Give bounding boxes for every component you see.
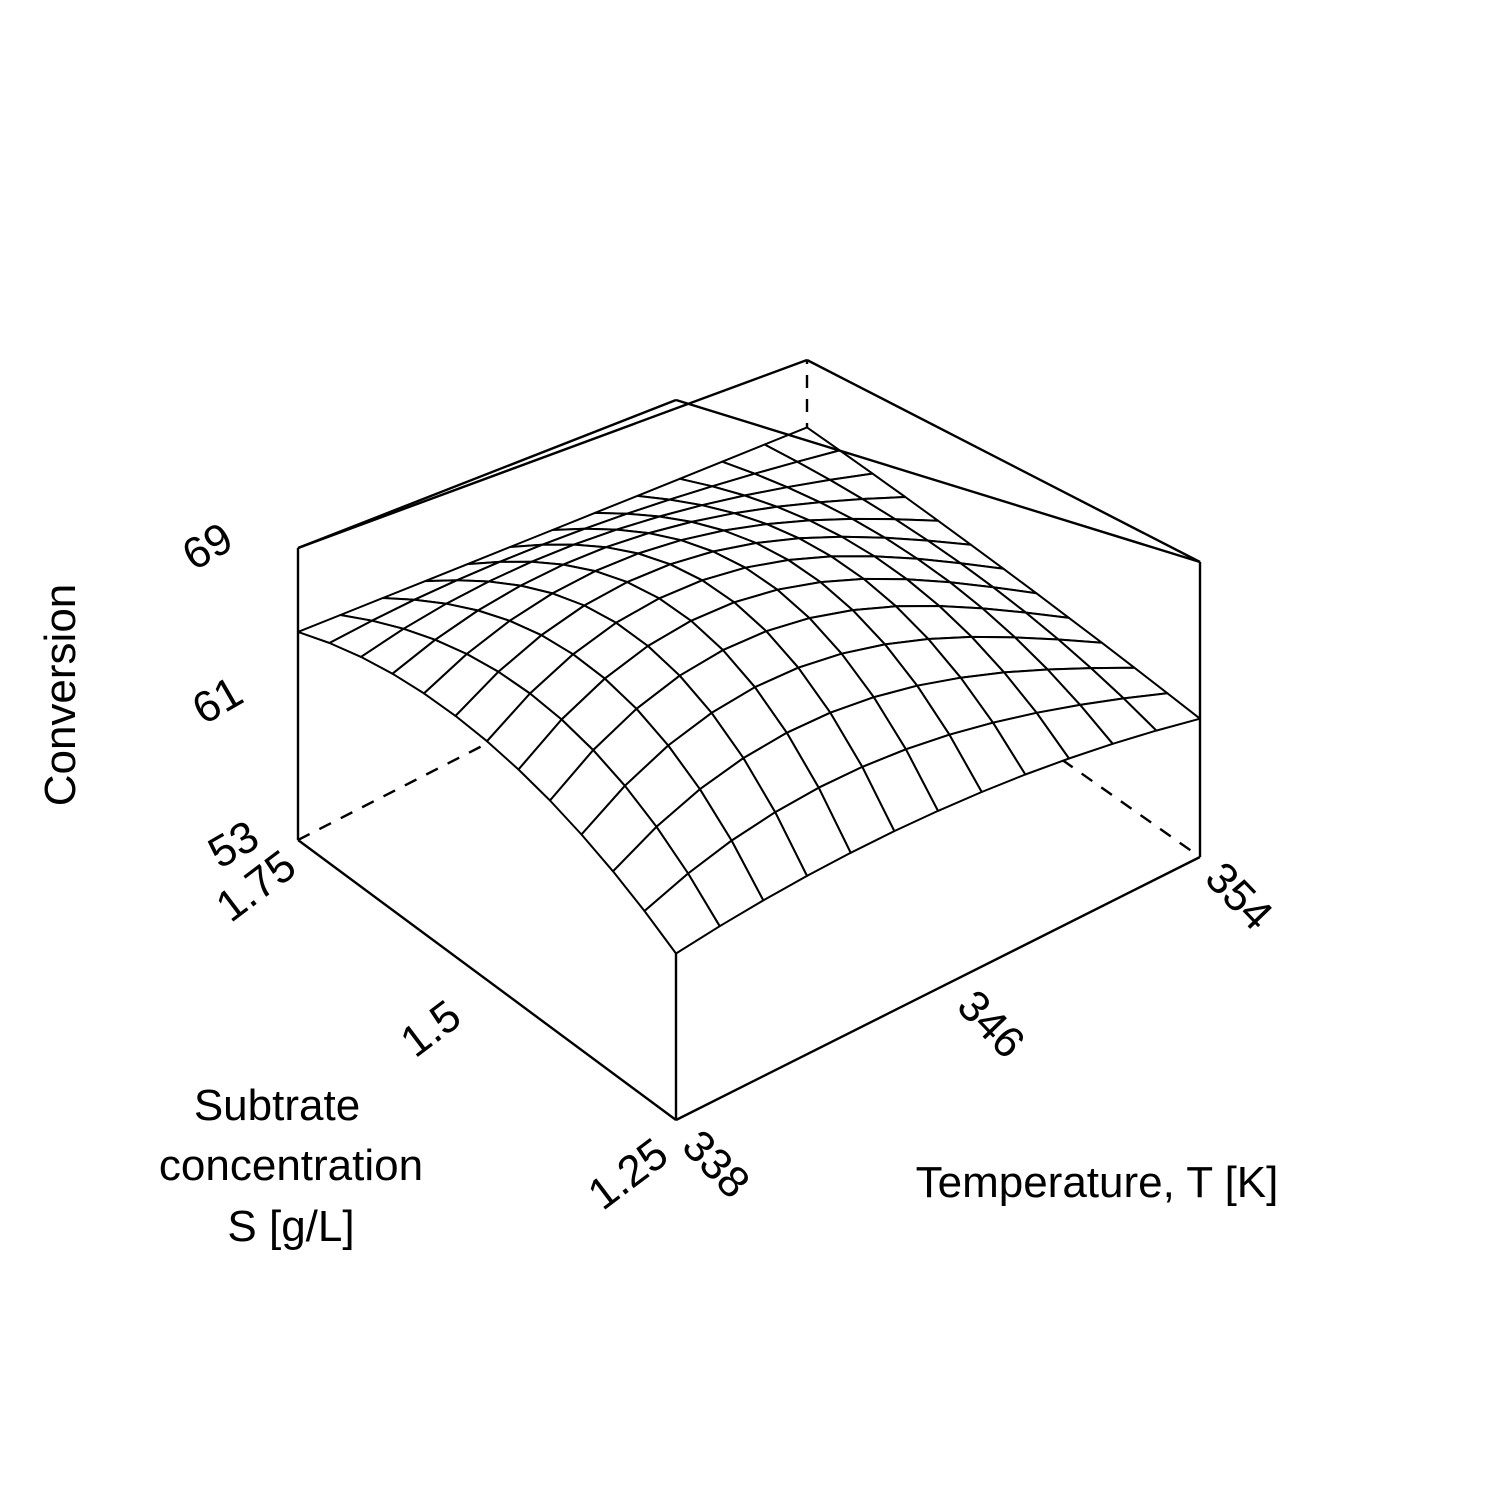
s-tick-label-1.5: 1.5	[392, 991, 470, 1067]
s-axis-label-line-2: concentration	[159, 1141, 423, 1190]
box-edge-top-back-t	[297, 358, 808, 550]
t-axis-tick-labels: 338 346 354	[673, 853, 1282, 1208]
surface-mesh-cell	[643, 872, 721, 955]
s-tick-label-1.25: 1.25	[579, 1129, 677, 1220]
box-front-edges	[296, 358, 1202, 1122]
box-edge-top-front-s	[297, 398, 677, 550]
s-axis-label-line-3: S [g/L]	[227, 1202, 354, 1251]
s-axis-label: Subtrate concentration S [g/L]	[159, 1081, 423, 1251]
s-axis-label-line-1: Subtrate	[194, 1081, 360, 1130]
t-tick-label-338: 338	[673, 1121, 759, 1208]
z-axis-tick-labels: 69 61 53	[174, 513, 267, 878]
box-edge-top-back-s	[806, 358, 1201, 564]
box-edge-bottom-t-axis	[675, 855, 1201, 1122]
t-tick-label-346: 346	[948, 981, 1034, 1068]
surface-mesh	[297, 426, 1201, 955]
z-tick-label-61: 61	[184, 667, 251, 734]
t-axis-label: Temperature, T [K]	[916, 1158, 1279, 1207]
box-edge-bottom-s-axis	[297, 839, 677, 1121]
box-edge-top-front-t	[675, 398, 1201, 564]
z-tick-label-69: 69	[174, 513, 241, 580]
t-tick-label-354: 354	[1196, 853, 1282, 940]
z-axis-label: Conversion	[36, 584, 85, 807]
